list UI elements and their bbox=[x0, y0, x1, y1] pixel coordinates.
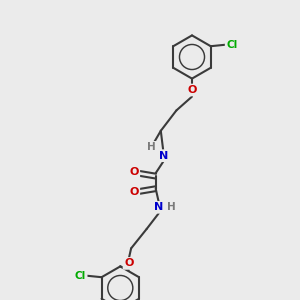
Text: O: O bbox=[187, 85, 197, 95]
Text: N: N bbox=[154, 202, 163, 212]
Text: O: O bbox=[129, 167, 139, 178]
Text: O: O bbox=[124, 258, 134, 268]
Text: O: O bbox=[129, 187, 139, 197]
Text: Cl: Cl bbox=[75, 271, 86, 281]
Text: H: H bbox=[167, 202, 176, 212]
Text: Cl: Cl bbox=[226, 40, 237, 50]
Text: H: H bbox=[147, 142, 156, 152]
Text: N: N bbox=[159, 151, 168, 161]
